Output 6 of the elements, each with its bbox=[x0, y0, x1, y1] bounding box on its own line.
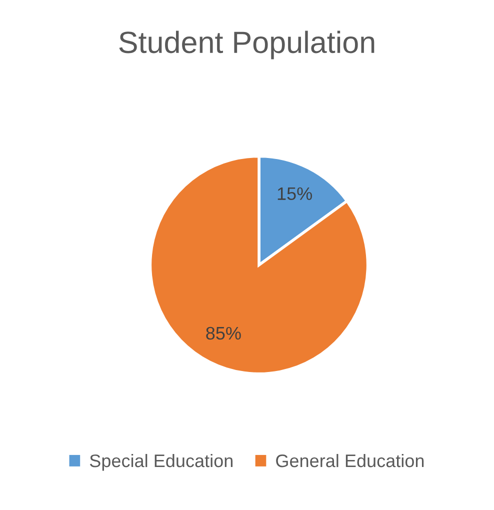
pie-slice bbox=[148, 154, 370, 376]
chart-title: Student Population bbox=[119, 30, 374, 60]
legend-label: General Education bbox=[276, 454, 424, 468]
data-label: 85% bbox=[206, 326, 241, 340]
legend-label: Special Education bbox=[90, 454, 232, 471]
data-label: 15% bbox=[278, 187, 312, 200]
